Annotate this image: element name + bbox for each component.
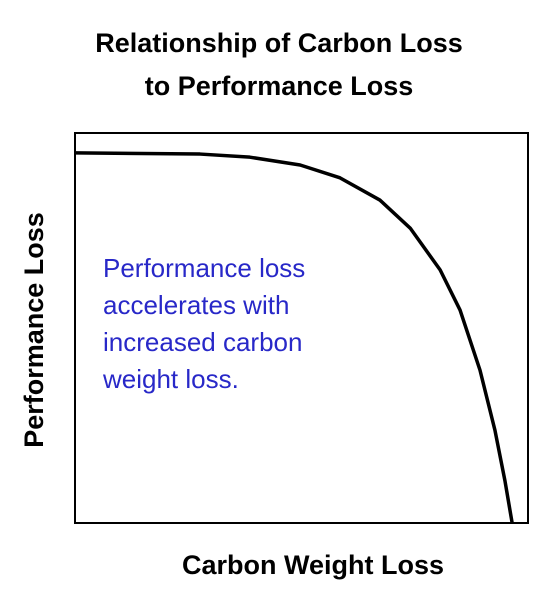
annotation: increased carbon xyxy=(103,327,302,357)
chart-title: to Performance Loss xyxy=(145,71,414,101)
plot-frame xyxy=(74,132,529,524)
data-line xyxy=(74,151,514,524)
chart-title: Relationship of Carbon Loss xyxy=(95,28,463,58)
y-axis-label: Performance Loss xyxy=(19,212,49,448)
x-axis-label: Carbon Weight Loss xyxy=(182,550,444,580)
annotation: accelerates with xyxy=(103,290,289,320)
annotation: weight loss. xyxy=(102,364,239,394)
annotation: Performance loss xyxy=(103,253,305,283)
